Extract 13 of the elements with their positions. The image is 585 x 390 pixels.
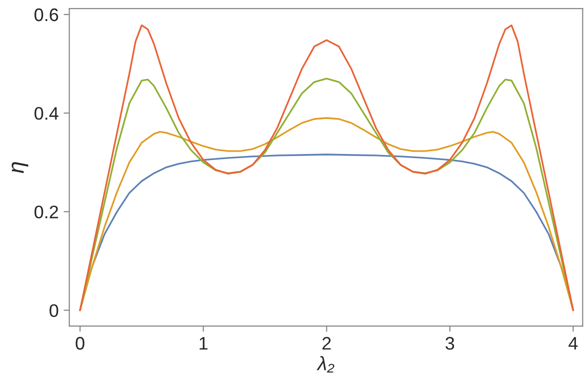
x-tick-label: 4 (568, 337, 578, 350)
y-tick-label: 0.4 (34, 107, 58, 120)
line-series (79, 117, 574, 312)
x-axis-title: λ₂ (316, 356, 334, 372)
x-tick-label: 3 (446, 336, 454, 350)
line-series (79, 24, 574, 312)
y-tick-label: 0 (50, 304, 58, 317)
x-tick-label: 1 (200, 337, 208, 350)
y-tick-label: 0.2 (34, 206, 58, 218)
x-tick-label: 2 (322, 336, 331, 350)
x-tick-label: 0 (76, 336, 84, 350)
y-tick-label: 0.6 (34, 8, 58, 22)
y-axis-title: η (12, 162, 28, 174)
